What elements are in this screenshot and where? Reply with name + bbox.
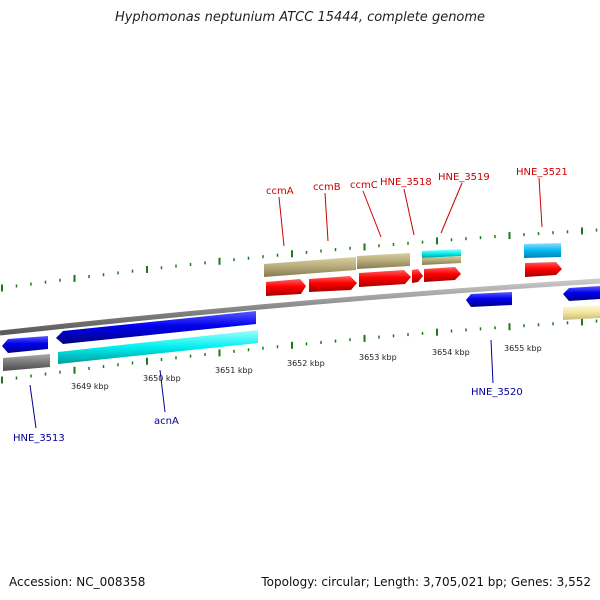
gene-labels: ccmA ccmB ccmC HNE_3518 HNE_3519 HNE_352… bbox=[13, 167, 568, 444]
scale-label: 3651 kbp bbox=[215, 366, 253, 375]
ccmA-cds bbox=[266, 279, 306, 296]
scale-label: 3649 kbp bbox=[71, 382, 109, 391]
scale-label: 3650 kbp bbox=[143, 374, 181, 383]
ccmA-leader bbox=[278, 196, 285, 247]
scale-label: 3652 kbp bbox=[287, 359, 325, 368]
HNE-3519-cds bbox=[424, 267, 461, 282]
forward-cds-track bbox=[266, 262, 562, 296]
gene-label-ccmC: ccmC bbox=[350, 180, 378, 191]
accession-text: Accession: NC_008358 bbox=[9, 575, 146, 589]
right-edge-feature bbox=[563, 305, 600, 320]
acnA-feature bbox=[58, 330, 258, 364]
ccmA-feature bbox=[264, 257, 356, 277]
forward-feature-track bbox=[264, 243, 561, 277]
right-edge-cds bbox=[563, 286, 600, 301]
HNE-3520-leader bbox=[490, 339, 494, 384]
gene-label-ccmA: ccmA bbox=[266, 186, 294, 197]
map-title: Hyphomonas neptunium ATCC 15444, complet… bbox=[114, 10, 486, 25]
scale-ticks bbox=[1, 227, 598, 384]
HNE-3518-cds bbox=[412, 269, 423, 283]
gene-label-HNE-3519: HNE_3519 bbox=[438, 172, 490, 183]
scale-label: 3653 kbp bbox=[359, 353, 397, 362]
HNE-3519-leader bbox=[440, 182, 463, 234]
scale-label: 3655 kbp bbox=[504, 344, 542, 353]
genome-backbone bbox=[0, 278, 600, 336]
label-leaders bbox=[29, 177, 543, 429]
ccmC-leader bbox=[362, 190, 382, 238]
HNE-3521-cds bbox=[525, 262, 562, 277]
gene-label-ccmB: ccmB bbox=[313, 182, 341, 193]
ccmB-leader bbox=[324, 192, 329, 242]
HNE-3513-cds bbox=[2, 336, 48, 353]
ccmB-cds bbox=[309, 276, 357, 292]
gene-label-HNE-3520: HNE_3520 bbox=[471, 387, 523, 398]
ccmC-cds bbox=[359, 270, 411, 287]
ccmB-ccmC-feature bbox=[357, 253, 410, 269]
gene-label-HNE-3513: HNE_3513 bbox=[13, 433, 65, 444]
HNE-3513-leader bbox=[29, 384, 37, 429]
gene-label-HNE-3518: HNE_3518 bbox=[380, 177, 432, 188]
HNE-3513-feature bbox=[3, 354, 50, 371]
HNE-3519-feature-khaki bbox=[422, 256, 461, 265]
genome-summary-text: Topology: circular; Length: 3,705,021 bp… bbox=[261, 575, 591, 589]
gene-label-HNE-3521: HNE_3521 bbox=[516, 167, 568, 178]
scale-labels: 3649 kbp 3650 kbp 3651 kbp 3652 kbp 3653… bbox=[71, 344, 542, 391]
HNE-3521-feature bbox=[524, 243, 561, 258]
reverse-feature-track bbox=[3, 305, 600, 371]
scale-label: 3654 kbp bbox=[432, 348, 470, 357]
HNE-3518-leader bbox=[403, 188, 415, 236]
acnA-cds bbox=[56, 311, 256, 344]
HNE-3519-feature-cyan bbox=[422, 249, 461, 258]
HNE-3520-cds bbox=[466, 292, 512, 307]
acnA-leader bbox=[159, 369, 166, 413]
reverse-cds-track bbox=[2, 286, 600, 353]
HNE-3521-leader bbox=[538, 177, 543, 228]
gene-label-acnA: acnA bbox=[154, 416, 179, 427]
